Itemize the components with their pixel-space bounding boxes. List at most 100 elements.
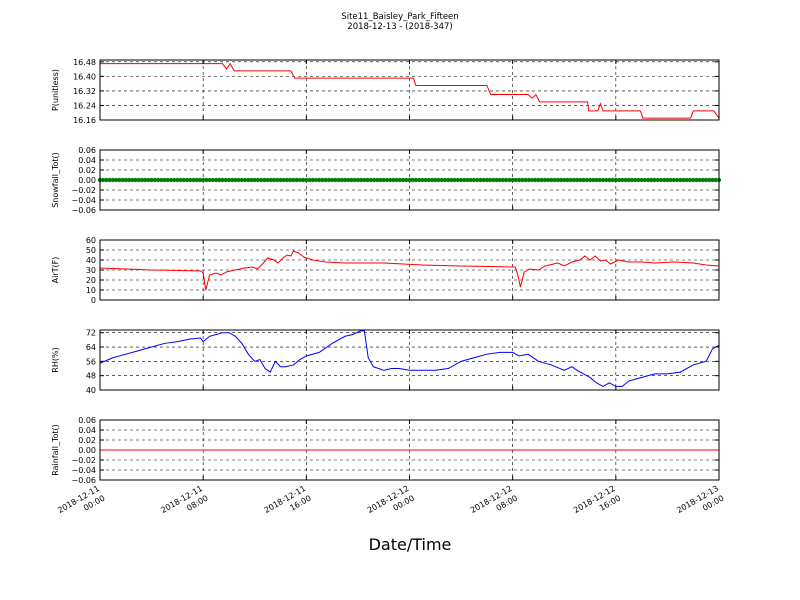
data-point — [658, 177, 664, 183]
data-point — [410, 177, 415, 183]
data-point — [678, 177, 683, 183]
y-tick-label: 0 — [91, 296, 96, 305]
data-point — [465, 177, 470, 183]
data-point — [101, 177, 106, 183]
x-tick-label: 2018-12-1200:00 — [366, 484, 416, 525]
data-point — [494, 177, 499, 183]
data-point — [613, 177, 618, 183]
y-tick-label: 0.02 — [78, 436, 96, 445]
data-point — [339, 177, 344, 183]
data-point — [546, 177, 551, 183]
y-tick-label: 10 — [86, 286, 96, 295]
data-point — [513, 177, 518, 183]
data-point — [497, 177, 502, 183]
y-tick-label: 50 — [86, 246, 96, 255]
data-point — [252, 177, 257, 183]
panels: 16.48 16.40 16.32 16.24 16.16 P(unitless) 0.06… — [51, 58, 722, 485]
y-tick-label: 0.06 — [78, 146, 96, 155]
data-point — [394, 177, 399, 183]
data-point — [578, 177, 583, 183]
data-point — [242, 177, 248, 183]
y-tick-label: −0.04 — [71, 196, 96, 205]
data-point — [500, 177, 506, 183]
data-point — [552, 177, 557, 183]
data-point — [326, 177, 332, 183]
data-point — [520, 177, 525, 183]
series-line — [100, 62, 720, 119]
y-tick-label: 16.40 — [73, 72, 96, 81]
data-point — [684, 177, 689, 183]
y-tick-label: 0.00 — [78, 446, 96, 455]
data-point — [391, 177, 396, 183]
y-tick-label: 16.16 — [73, 116, 96, 125]
data-point — [265, 177, 270, 183]
data-point — [262, 177, 267, 183]
data-point — [120, 177, 125, 183]
x-axis-label: Date/Time — [369, 535, 452, 554]
data-point — [320, 177, 325, 183]
y-tick-label: 30 — [86, 266, 96, 275]
x-tick-labels: 2018-12-1100:00 2018-12-1108:00 2018-12-11… — [56, 484, 725, 525]
data-point — [133, 177, 138, 183]
data-point — [230, 177, 235, 183]
x-tick-label: 2018-12-1300:00 — [675, 484, 725, 525]
data-point — [317, 177, 322, 183]
data-point — [362, 177, 367, 183]
data-point — [323, 177, 328, 183]
panel-4: 72 64 56 48 40 RH(%) — [51, 329, 720, 395]
data-point — [442, 177, 448, 183]
data-point — [149, 177, 154, 183]
y-tick-label: 20 — [86, 276, 96, 285]
data-point — [568, 177, 573, 183]
data-point — [152, 177, 157, 183]
data-point — [294, 177, 299, 183]
data-point — [455, 177, 460, 183]
data-point — [687, 177, 693, 183]
y-tick-label: 40 — [86, 256, 96, 265]
data-point — [429, 177, 435, 183]
data-point — [710, 177, 715, 183]
data-point — [558, 177, 564, 183]
data-point — [259, 177, 264, 183]
data-point — [571, 177, 577, 183]
data-point — [333, 177, 338, 183]
data-point — [597, 177, 602, 183]
data-point — [668, 177, 673, 183]
y-axis-label: RH(%) — [51, 347, 60, 372]
y-tick-label: 56 — [86, 357, 96, 366]
data-point — [417, 177, 422, 183]
y-tick-label: 0.06 — [78, 416, 96, 425]
y-tick-label: −0.02 — [71, 456, 96, 465]
data-point — [304, 177, 309, 183]
plot-frame — [99, 419, 720, 481]
data-point — [397, 177, 402, 183]
data-point — [420, 177, 425, 183]
data-point — [126, 177, 132, 183]
data-point — [381, 177, 386, 183]
chart-title-line1: Site11_Baisley_Park_Fifteen — [341, 12, 458, 22]
y-axis-label: AirT(F) — [51, 257, 60, 284]
data-point — [681, 177, 686, 183]
data-point — [452, 177, 457, 183]
y-tick-label: 0.04 — [78, 426, 96, 435]
y-tick-label: −0.06 — [71, 476, 96, 485]
data-point — [246, 177, 251, 183]
data-point — [594, 177, 599, 183]
data-point — [400, 177, 406, 183]
data-point — [136, 177, 141, 183]
data-point — [346, 177, 351, 183]
data-point — [449, 177, 454, 183]
data-point — [307, 177, 312, 183]
data-point — [384, 177, 390, 183]
data-point — [368, 177, 373, 183]
data-point — [649, 177, 654, 183]
data-point — [114, 177, 119, 183]
series-line — [99, 250, 720, 291]
data-point — [697, 177, 702, 183]
data-point — [175, 177, 180, 183]
data-point — [645, 177, 651, 183]
data-point — [481, 177, 486, 183]
data-point — [388, 177, 393, 183]
data-point — [691, 177, 696, 183]
y-axis-label: Rainfall_Tot() — [51, 424, 60, 476]
